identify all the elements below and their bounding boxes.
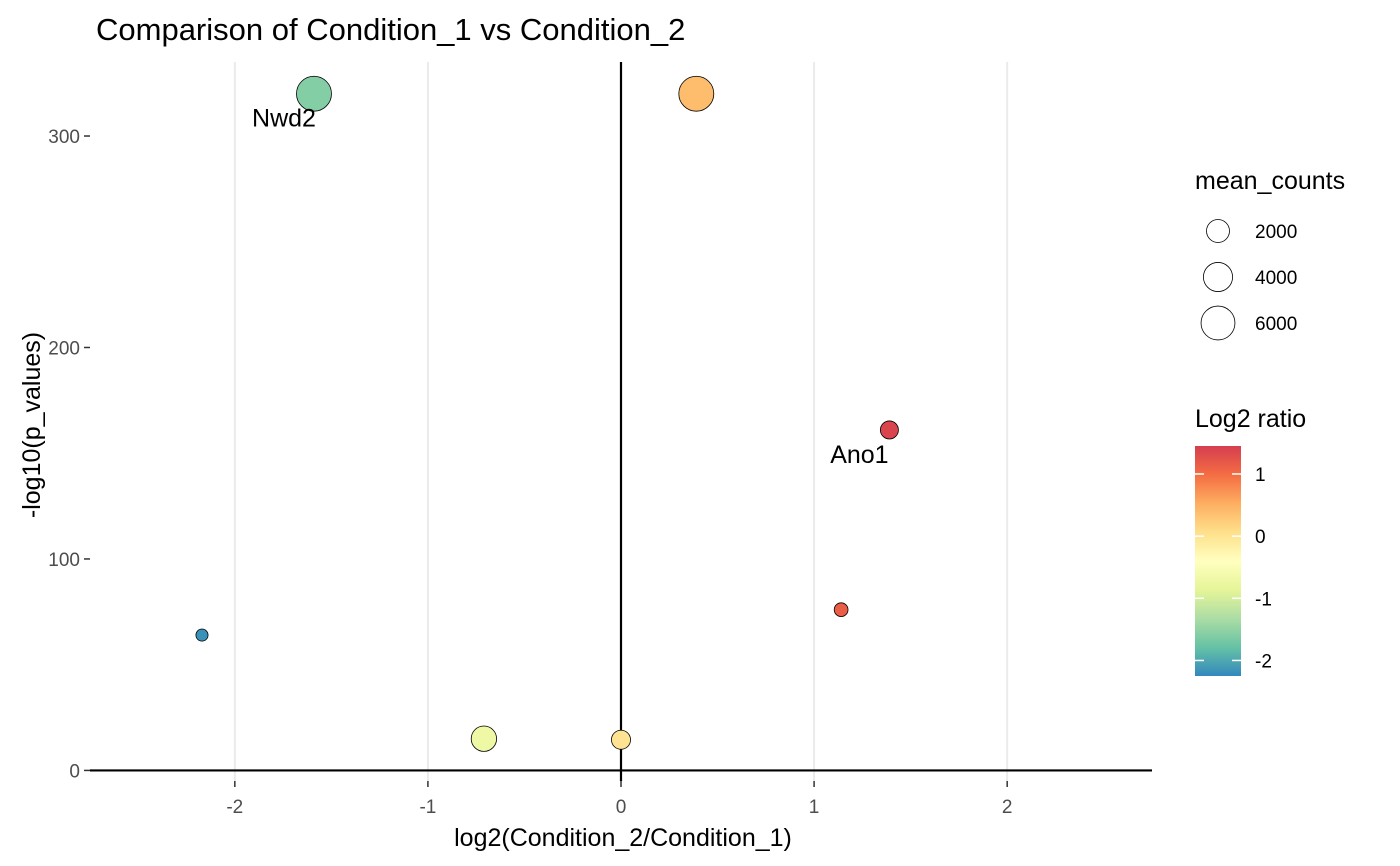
point-label: Nwd2 xyxy=(252,105,316,133)
color-legend: Log2 ratio 1 0 -1 -2 xyxy=(1195,405,1306,676)
colorbar-tick-label: -1 xyxy=(1255,589,1272,610)
size-legend-label: 6000 xyxy=(1255,314,1297,335)
x-tick-label: 0 xyxy=(616,797,627,818)
colorbar-tick-label: -2 xyxy=(1255,651,1272,672)
y-tick-label: 100 xyxy=(48,550,80,571)
x-axis-ticks: -2 -1 0 1 2 xyxy=(226,781,1012,818)
y-tick-label: 300 xyxy=(48,127,80,148)
data-point xyxy=(833,602,849,618)
size-legend-key xyxy=(1206,219,1230,243)
chart-title: Comparison of Condition_1 vs Condition_2 xyxy=(96,12,685,47)
color-legend-title: Log2 ratio xyxy=(1195,405,1306,433)
data-point xyxy=(879,420,899,440)
colorbar-tick-label: 0 xyxy=(1255,527,1266,548)
size-legend: mean_counts 2000 4000 6000 xyxy=(1195,167,1345,341)
x-tick-label: -2 xyxy=(226,797,243,818)
data-point xyxy=(611,729,631,750)
x-tick-label: 1 xyxy=(809,797,820,818)
x-tick-label: -1 xyxy=(419,797,436,818)
size-legend-title: mean_counts xyxy=(1195,167,1345,195)
colorbar xyxy=(1195,446,1241,676)
data-point xyxy=(678,75,715,112)
data-point xyxy=(470,725,498,752)
data-points xyxy=(195,75,899,752)
x-axis-title: log2(Condition_2/Condition_1) xyxy=(454,824,792,852)
x-tick-label: 2 xyxy=(1002,797,1013,818)
size-legend-label: 2000 xyxy=(1255,222,1297,243)
point-label: Ano1 xyxy=(830,441,888,469)
size-legend-key xyxy=(1203,262,1233,292)
data-point xyxy=(195,628,209,642)
y-axis-title: -log10(p_values) xyxy=(18,332,46,518)
y-tick-label: 0 xyxy=(69,761,80,782)
point-labels: Nwd2 Ano1 xyxy=(252,105,889,469)
y-axis-ticks: 0 100 200 300 xyxy=(48,127,90,782)
data-point xyxy=(296,75,332,112)
size-legend-key xyxy=(1200,305,1236,341)
size-legend-label: 4000 xyxy=(1255,268,1297,289)
colorbar-tick-label: 1 xyxy=(1255,465,1266,486)
y-tick-label: 200 xyxy=(48,338,80,359)
reference-lines xyxy=(90,62,1152,781)
